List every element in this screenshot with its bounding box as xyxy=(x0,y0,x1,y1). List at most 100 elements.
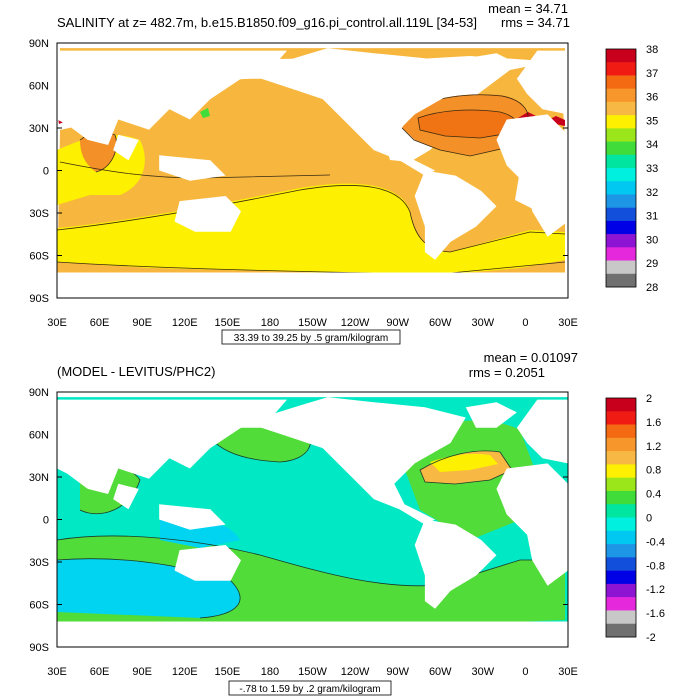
land-mask xyxy=(465,402,517,428)
colorbar-label: 30 xyxy=(646,234,658,246)
colorbar-swatch xyxy=(606,610,636,625)
ocean-fill-37 xyxy=(418,110,518,138)
panel1-title: SALINITY at z= 482.7m, b.e15.B1850.f09_g… xyxy=(57,15,477,30)
colorbar-label: -0.8 xyxy=(646,560,665,572)
y-tick-label: 0 xyxy=(43,166,49,178)
colorbar-swatch xyxy=(606,437,636,452)
colorbar-label: 1.6 xyxy=(646,417,661,429)
x-tick-label: 150E xyxy=(214,666,240,678)
x-tick-label: 60W xyxy=(429,317,452,329)
colorbar-swatch xyxy=(606,101,636,116)
colorbar-label: 2 xyxy=(646,393,652,405)
land-masks xyxy=(56,42,569,648)
colorbar-label: 35 xyxy=(646,115,658,127)
land-mask xyxy=(516,399,568,464)
land-mask xyxy=(174,545,241,581)
x-tick-label: 30E xyxy=(47,317,67,329)
land-mask xyxy=(57,399,287,494)
x-tick-label: 0 xyxy=(522,317,528,329)
x-tick-label: 60E xyxy=(90,317,110,329)
colorbar-swatch xyxy=(606,62,636,76)
colorbar-swatch xyxy=(606,49,636,63)
x-tick-label: 30E xyxy=(47,666,67,678)
x-tick-label: 150E xyxy=(214,317,240,329)
land-mask xyxy=(113,134,139,161)
colorbar-swatch xyxy=(606,168,636,182)
x-tick-label: 30E xyxy=(558,666,578,678)
land-mask xyxy=(414,519,497,609)
land-mask xyxy=(230,48,466,176)
colorbar-label: 38 xyxy=(646,44,658,56)
x-tick-label: 0 xyxy=(522,666,528,678)
x-tick-label: 90E xyxy=(132,666,152,678)
x-tick-label: 180 xyxy=(261,666,279,678)
colorbar-label: 34 xyxy=(646,139,658,151)
map-frame-overlay xyxy=(56,391,569,648)
land-mask xyxy=(57,50,287,145)
colorbar-swatch xyxy=(606,623,636,638)
y-tick-label: 60S xyxy=(29,600,49,612)
x-tick-label: 120E xyxy=(172,666,198,678)
colorbar-label: 1.2 xyxy=(646,441,661,453)
colorbar-frame xyxy=(605,48,637,288)
panel1-rms: rms = 34.71 xyxy=(501,15,570,30)
colorbar-swatch xyxy=(606,141,636,156)
y-tick-label: 60N xyxy=(29,430,49,442)
colorbar-swatch xyxy=(606,570,636,585)
panel2-subtitle: -.78 to 1.59 by .2 gram/kilogram xyxy=(239,684,380,695)
colorbar-swatch xyxy=(606,451,636,465)
colorbar-label: 0 xyxy=(646,513,652,525)
x-tick-label: 120E xyxy=(172,317,198,329)
land-mask xyxy=(496,463,568,586)
colorbar-label: 0.4 xyxy=(646,489,661,501)
colorbar-swatch xyxy=(606,424,636,439)
colorbar-swatch xyxy=(606,597,636,611)
x-tick-label: 90W xyxy=(386,666,409,678)
y-tick-label: 30N xyxy=(29,472,49,484)
colorbar-swatch xyxy=(606,398,636,412)
panel2-colorbar: 2 1.6 1.2 0.8 0.4 0 -0.4 -0.8 -1.2 -1.6 -2 xyxy=(605,393,665,644)
colorbar-label: 31 xyxy=(646,211,658,223)
panel1-colorbar: 38 37 36 35 34 33 32 31 30 29 28 xyxy=(605,44,658,294)
panel1-subtitle-box xyxy=(221,329,401,345)
x-tick-label: 30W xyxy=(472,317,495,329)
y-tick-label: 60N xyxy=(29,81,49,93)
diff-fill-hot xyxy=(430,453,498,472)
panel2-rms: rms = 0.2051 xyxy=(469,365,545,380)
x-tick-label: 180 xyxy=(261,317,279,329)
x-tick-label: 30E xyxy=(558,317,578,329)
y-tick-label: 0 xyxy=(43,515,49,527)
x-tick-label: 90W xyxy=(386,317,409,329)
colorbar-swatch xyxy=(606,154,636,169)
panel1-axes: 30E 60E 90E 120E 150E 180 150W 120W 90W 60W 30W 0 30… xyxy=(29,38,578,329)
y-tick-label: 30S xyxy=(29,208,49,220)
panel1-subtitle: 33.39 to 39.25 by .5 gram/kilogram xyxy=(234,333,389,344)
y-tick-label: 30N xyxy=(29,123,49,135)
colorbar-label: 32 xyxy=(646,187,658,199)
ocean-fill-33 xyxy=(200,108,210,118)
colorbar-swatch xyxy=(606,477,636,492)
x-tick-label: 60E xyxy=(90,666,110,678)
colorbar-swatch xyxy=(606,517,636,532)
colorbar-swatch xyxy=(606,583,636,598)
colorbar-swatch xyxy=(606,128,636,142)
x-tick-label: 60W xyxy=(429,666,452,678)
colorbar-swatch xyxy=(606,220,636,235)
land-mask xyxy=(57,392,568,398)
colorbar-swatch xyxy=(606,247,636,261)
land-mask xyxy=(414,170,497,260)
colorbar-swatch xyxy=(606,260,636,275)
x-tick-label: 150W xyxy=(298,317,327,329)
x-tick-label: 150W xyxy=(298,666,327,678)
x-tick-label: 120W xyxy=(341,317,370,329)
panel2-subtitle-box xyxy=(228,680,392,696)
panel1-mean: mean = 34.71 xyxy=(488,1,568,16)
colorbar-swatch xyxy=(606,181,636,195)
colorbar-swatch xyxy=(606,207,636,222)
colorbar-label: -1.6 xyxy=(646,608,665,620)
colorbar-label: 29 xyxy=(646,258,658,270)
colorbar-label: 0.8 xyxy=(646,465,661,477)
y-tick-label: 30S xyxy=(29,557,49,569)
map-frame-overlay xyxy=(56,42,569,299)
